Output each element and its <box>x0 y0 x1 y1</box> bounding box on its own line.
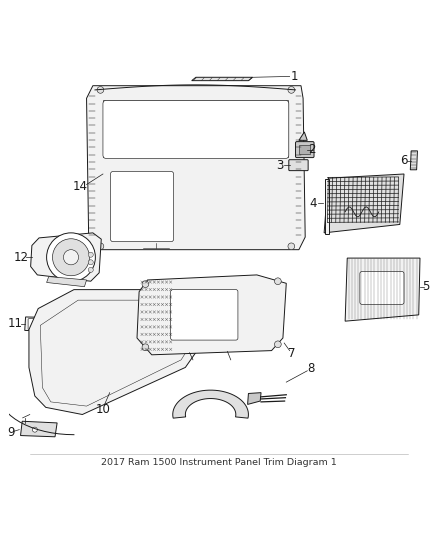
Polygon shape <box>21 421 57 437</box>
Text: 8: 8 <box>307 362 314 375</box>
Circle shape <box>145 301 159 314</box>
FancyBboxPatch shape <box>289 160 308 171</box>
Circle shape <box>88 252 93 257</box>
Circle shape <box>46 233 95 281</box>
Text: 11: 11 <box>8 317 23 330</box>
Circle shape <box>97 86 104 93</box>
Polygon shape <box>46 277 87 287</box>
Polygon shape <box>137 275 286 355</box>
Polygon shape <box>324 174 404 233</box>
FancyBboxPatch shape <box>103 100 289 158</box>
Circle shape <box>275 278 281 285</box>
Text: 1: 1 <box>291 70 298 83</box>
Circle shape <box>88 268 93 272</box>
FancyBboxPatch shape <box>296 142 314 158</box>
FancyBboxPatch shape <box>325 179 329 233</box>
Circle shape <box>97 243 104 249</box>
Circle shape <box>140 296 163 319</box>
Text: 12: 12 <box>14 251 29 264</box>
Circle shape <box>32 427 37 432</box>
Text: 2: 2 <box>309 143 316 156</box>
Circle shape <box>142 281 149 287</box>
FancyBboxPatch shape <box>360 271 404 304</box>
Circle shape <box>142 344 149 351</box>
Polygon shape <box>192 77 253 80</box>
Circle shape <box>275 341 281 348</box>
Polygon shape <box>345 258 420 321</box>
Circle shape <box>53 239 89 276</box>
Polygon shape <box>29 289 200 415</box>
Polygon shape <box>103 100 288 157</box>
Polygon shape <box>25 317 66 332</box>
Circle shape <box>288 243 295 249</box>
Circle shape <box>88 260 93 265</box>
Text: 6: 6 <box>400 154 408 167</box>
Text: 5: 5 <box>422 280 430 293</box>
Polygon shape <box>299 132 307 140</box>
Text: 2017 Ram 1500 Instrument Panel Trim Diagram 1: 2017 Ram 1500 Instrument Panel Trim Diag… <box>101 457 337 466</box>
Text: 9: 9 <box>7 426 14 439</box>
Circle shape <box>64 249 78 265</box>
Text: 10: 10 <box>96 403 111 416</box>
FancyBboxPatch shape <box>299 146 310 154</box>
FancyBboxPatch shape <box>171 289 238 340</box>
Text: 3: 3 <box>276 159 284 172</box>
Polygon shape <box>247 393 261 405</box>
Text: 4: 4 <box>309 197 317 210</box>
FancyBboxPatch shape <box>110 172 173 241</box>
Polygon shape <box>31 233 101 281</box>
FancyBboxPatch shape <box>28 319 58 329</box>
Polygon shape <box>87 86 305 249</box>
Circle shape <box>288 86 295 93</box>
Text: 7: 7 <box>288 348 295 360</box>
Text: 14: 14 <box>73 180 88 193</box>
Polygon shape <box>173 390 248 418</box>
Polygon shape <box>58 312 64 318</box>
Polygon shape <box>410 151 417 170</box>
